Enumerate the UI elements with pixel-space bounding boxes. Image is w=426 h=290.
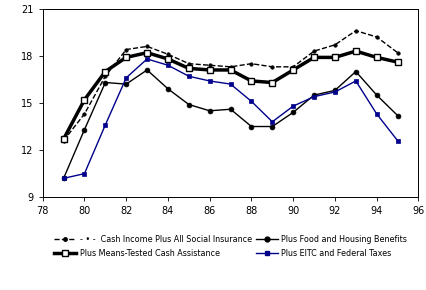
Legend: - • -  Cash Income Plus All Social Insurance, Plus Means-Tested Cash Assistance,: - • - Cash Income Plus All Social Insura… xyxy=(54,235,406,258)
